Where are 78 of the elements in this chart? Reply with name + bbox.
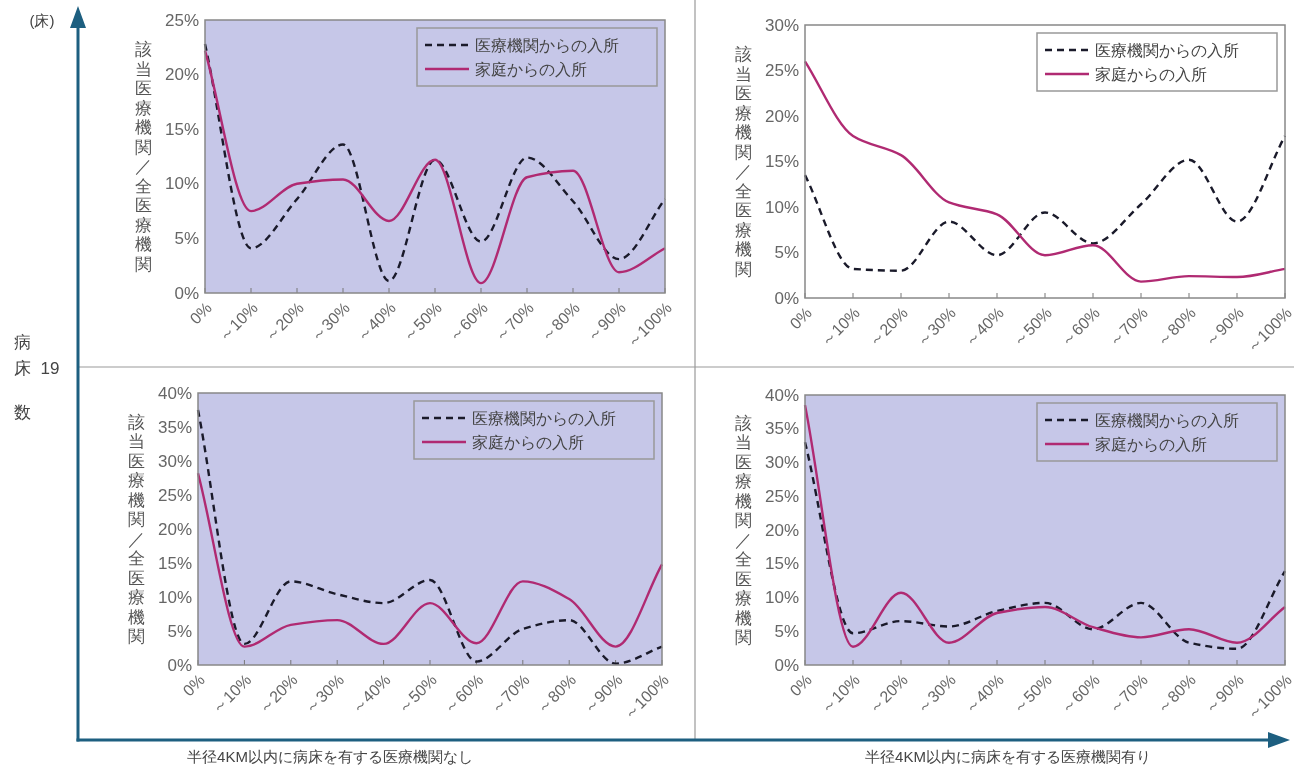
x-tick-label: ～80%	[533, 670, 580, 717]
x-tick-label: ～60%	[1057, 670, 1104, 717]
x-tick-label: ～70%	[486, 670, 533, 717]
x-tick-label: ～90%	[1201, 303, 1248, 350]
y-tick-label: 0%	[167, 655, 192, 675]
text: 半径4KM以内に病床を有する医療機関なし	[187, 747, 473, 765]
legend-label: 医療機関からの入所	[472, 409, 616, 427]
y-tick-label: 25%	[164, 10, 199, 30]
text: 該当医療機関／全医療機関	[734, 413, 752, 647]
x-tick-label: ～60%	[1057, 303, 1104, 350]
x-tick-label: ～60%	[445, 298, 492, 345]
legend-label: 家庭からの入所	[1095, 65, 1207, 83]
text: 19	[40, 358, 60, 378]
x-tick-label: ～30%	[301, 670, 348, 717]
y-tick-label: 15%	[764, 152, 799, 171]
text: 半径4KM以内に病床を有する医療機関有り	[865, 747, 1151, 765]
y-tick-label: 0%	[174, 283, 199, 303]
y-tick-label: 5%	[774, 243, 799, 262]
x-tick-label: ～30%	[913, 303, 960, 350]
x-tick-label: ～70%	[1105, 670, 1152, 717]
y-tick-label: 25%	[157, 485, 192, 505]
x-tick-label: ～80%	[537, 298, 584, 345]
y-tick-label: 40%	[764, 385, 799, 405]
y-tick-label: 35%	[764, 419, 799, 439]
text: 病床数	[13, 332, 31, 422]
y-tick-label: 20%	[164, 65, 199, 85]
y-tick-label: 40%	[157, 383, 192, 403]
x-tick-label: ～50%	[1009, 670, 1056, 717]
legend-label: 医療機関からの入所	[475, 36, 619, 54]
x-tick-label: ～60%	[440, 670, 487, 717]
y-tick-label: 5%	[774, 621, 799, 641]
y-tick-label: 10%	[764, 588, 799, 607]
y-tick-label: 30%	[764, 453, 799, 472]
x-tick-label: ～30%	[307, 298, 354, 345]
x-tick-label: ～40%	[347, 670, 394, 717]
y-tick-label: 35%	[157, 417, 192, 437]
y-tick-label: 15%	[164, 119, 199, 139]
line-series	[196, 408, 664, 665]
x-tick-label: ～50%	[1009, 303, 1056, 350]
y-tick-label: 10%	[157, 587, 192, 607]
text: (床)	[29, 11, 55, 29]
x-tick-label: ～70%	[491, 298, 538, 345]
y-tick-label: 10%	[764, 197, 799, 217]
y-tick-label: 5%	[174, 228, 199, 248]
x-tick-label: ～50%	[394, 670, 441, 717]
y-tick-label: 20%	[764, 106, 799, 126]
text: 該当医療機関／全医療機関	[734, 44, 752, 279]
y-tick-label: 20%	[157, 519, 192, 539]
legend-label: 医療機関からの入所	[1095, 41, 1239, 59]
x-tick-label: ～30%	[913, 670, 960, 717]
y-tick-label: 15%	[764, 554, 799, 574]
legend-label: 家庭からの入所	[1095, 435, 1207, 453]
x-tick-label: ～40%	[353, 298, 400, 345]
y-tick-label: 30%	[764, 15, 799, 35]
x-tick-label: ～80%	[1153, 670, 1200, 717]
x-tick-label: ～50%	[399, 298, 446, 345]
x-tick-label: ～90%	[579, 670, 626, 717]
line-series	[196, 472, 664, 648]
x-tick-label: ～40%	[961, 303, 1008, 350]
x-tick-label: ～90%	[583, 298, 630, 345]
y-tick-label: 15%	[157, 553, 192, 573]
x-tick-label: ～80%	[1153, 303, 1200, 350]
line-series	[803, 60, 1287, 283]
y-tick-label: 0%	[774, 655, 799, 675]
y-tick-label: 25%	[764, 486, 799, 506]
y-tick-label: 25%	[764, 61, 799, 80]
text: 該当医療機関／全医療機関	[127, 412, 145, 646]
legend-label: 家庭からの入所	[472, 433, 584, 451]
y-tick-label: 30%	[157, 451, 192, 471]
y-tick-label: 10%	[164, 174, 199, 194]
text: 該当医療機関／全医療機関	[134, 39, 152, 274]
legend-label: 医療機関からの入所	[1095, 411, 1239, 429]
x-tick-label: ～70%	[1105, 303, 1152, 350]
x-tick-label: ～40%	[961, 670, 1008, 717]
y-tick-label: 20%	[764, 520, 799, 540]
y-tick-label: 5%	[167, 621, 192, 641]
legend-label: 家庭からの入所	[475, 60, 587, 78]
x-tick-label: ～90%	[1201, 670, 1248, 717]
